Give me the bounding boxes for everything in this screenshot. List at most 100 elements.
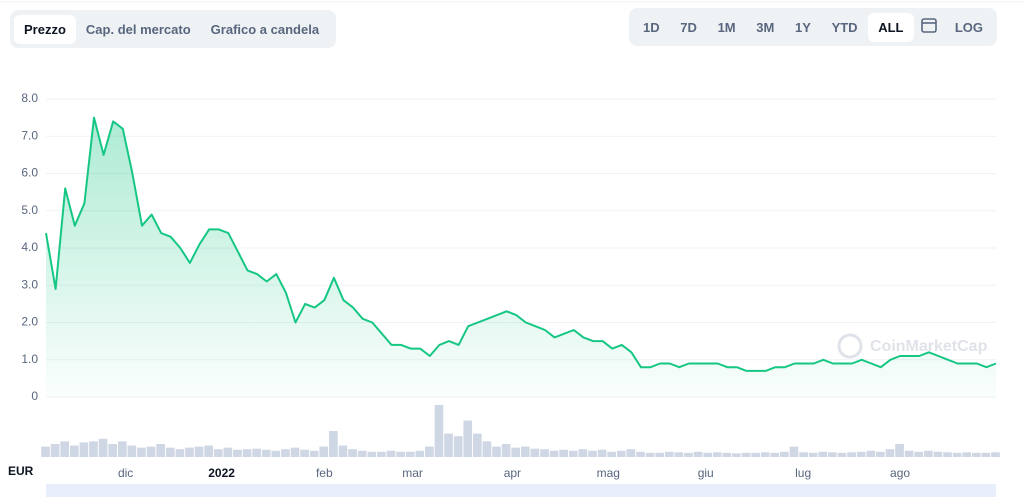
volume-bar <box>616 450 626 457</box>
range-button[interactable]: YTD <box>831 19 858 35</box>
volume-bar <box>367 451 377 457</box>
volume-bar <box>453 436 463 457</box>
volume-bar <box>664 451 674 457</box>
tab[interactable]: Cap. del mercato <box>85 21 191 37</box>
x-tick-label: ago <box>890 466 910 480</box>
volume-bar <box>252 448 261 457</box>
range-button[interactable]: 1M <box>717 19 736 35</box>
range-button[interactable]: 3M <box>756 19 775 35</box>
volume-bar <box>568 450 578 457</box>
volume-bar <box>425 446 434 457</box>
watermark-text: CoinMarketCap <box>870 338 988 355</box>
range-button[interactable]: ALL <box>868 12 914 42</box>
volume-bar <box>760 452 770 457</box>
volume-bar <box>904 450 914 457</box>
volume-bar <box>876 451 885 457</box>
volume-bar <box>50 444 60 457</box>
volume-bar <box>290 447 300 457</box>
volume-bar <box>991 452 1000 457</box>
y-tick-label: 5.0 <box>21 203 38 217</box>
volume-bar <box>540 449 549 457</box>
x-tick-label: 2022 <box>208 466 235 480</box>
x-tick-label: mar <box>402 466 423 480</box>
volume-bar <box>348 449 357 457</box>
volume-bar <box>434 405 444 457</box>
volume-bar <box>856 451 866 457</box>
y-tick-label: 8.0 <box>21 91 38 105</box>
range-button[interactable]: 1D <box>643 19 660 35</box>
watermark-logo <box>837 333 863 359</box>
volume-bar <box>712 452 722 457</box>
x-tick-label: apr <box>504 466 521 480</box>
volume-bar <box>751 452 760 457</box>
volume-bar <box>674 452 684 457</box>
volume-bar <box>463 420 473 457</box>
volume-bar <box>952 452 962 457</box>
volume-bar <box>828 452 837 457</box>
calendar-button[interactable] <box>914 16 944 39</box>
volume-bar <box>492 446 501 457</box>
volume-bar <box>242 449 252 457</box>
price-line <box>45 116 997 372</box>
x-tick-label: giu <box>698 466 714 480</box>
volume-bar <box>943 452 952 457</box>
watermark: CoinMarketCap <box>837 333 988 359</box>
volume-bar <box>837 452 847 457</box>
volume-bar <box>338 445 348 457</box>
volume-bar <box>108 444 118 457</box>
volume-bar <box>473 433 482 457</box>
volume-bar <box>415 450 425 457</box>
volume-bar <box>885 449 895 457</box>
volume-bar <box>204 445 213 457</box>
volume-bar <box>549 450 559 457</box>
volume-bar <box>914 451 924 457</box>
volume-bar <box>684 452 693 457</box>
volume-bar <box>924 450 933 457</box>
navigator[interactable] <box>46 484 996 497</box>
range-button[interactable]: 7D <box>680 19 697 35</box>
volume-bar <box>405 451 415 457</box>
volume-bar <box>636 451 645 457</box>
area-fill <box>46 117 996 397</box>
volume-bar <box>693 451 703 457</box>
volume-bar <box>482 441 492 457</box>
volume-bar <box>98 438 108 457</box>
volume-bar <box>818 451 828 457</box>
volume-bar <box>530 448 540 457</box>
volume-bar <box>281 449 290 457</box>
volume-bar <box>703 452 712 457</box>
y-tick-label: 6.0 <box>21 166 38 180</box>
y-tick-label: 4.0 <box>21 240 38 254</box>
tab-bar: Prezzo Cap. del mercato Grafico a candela <box>10 10 336 48</box>
tab[interactable]: Prezzo <box>14 14 76 44</box>
volume-bar <box>962 452 972 457</box>
volume-bar <box>972 452 981 457</box>
y-tick-label: 0 <box>31 389 38 403</box>
volume-bar <box>559 449 569 457</box>
log-button[interactable]: LOG <box>954 19 983 35</box>
range-bar: 1D 7D 1M 3M 1Y YTD ALL LOG <box>629 8 997 46</box>
volume-bar <box>329 431 338 457</box>
x-tick-label: mag <box>597 466 620 480</box>
volume-bar <box>213 449 223 457</box>
volume-bar <box>127 445 137 457</box>
volume-bar <box>722 452 732 457</box>
volume-bar <box>309 450 319 457</box>
volume-bar <box>933 451 943 457</box>
volume-bar <box>741 452 751 457</box>
volume-bar <box>300 449 309 457</box>
volume-bar <box>588 450 597 457</box>
volume-bar <box>223 447 233 457</box>
volume-bar <box>137 447 146 457</box>
volume-bar <box>866 450 876 457</box>
volume-bar <box>41 446 50 457</box>
volume-bar <box>79 442 89 457</box>
range-button[interactable]: 1Y <box>795 19 811 35</box>
volume-bar <box>386 450 396 457</box>
x-tick-label: dic <box>118 466 133 480</box>
tab[interactable]: Grafico a candela <box>210 21 320 37</box>
volume-bar <box>895 444 904 457</box>
volume-bar <box>770 452 780 457</box>
